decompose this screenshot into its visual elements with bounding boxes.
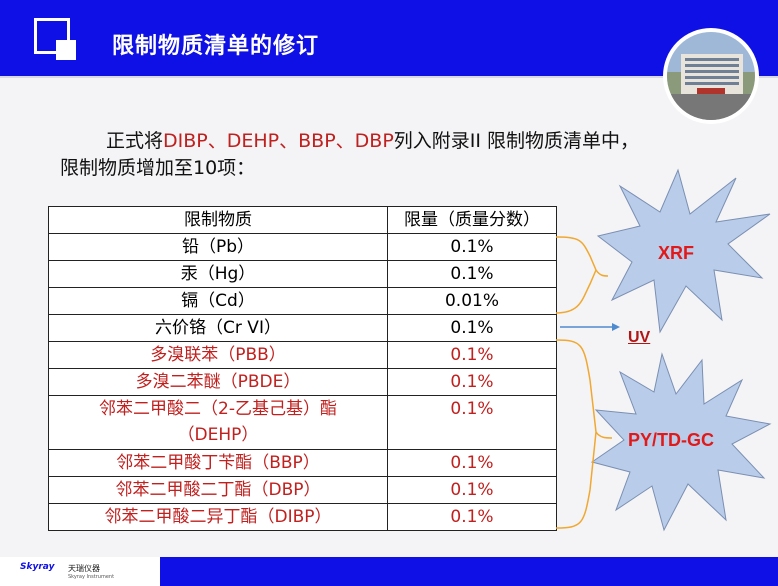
pytd-label: PY/TD-GC [628,430,715,450]
cell-substance: 铅（Pb） [48,233,388,261]
uv-arrowhead [612,323,620,331]
intro-paragraph: 正式将DIBP、DEHP、BBP、DBP列入附录II 限制物质清单中， 限制物质… [60,128,720,182]
intro-suffix: 列入附录II 限制物质清单中， [393,130,640,152]
cell-limit: 0.01% [387,287,557,315]
footer-logo-area [0,557,160,586]
pytd-bracket [555,339,613,529]
cell-limit: 0.1% [387,368,557,396]
table-row: 六价铬（Cr VI） 0.1% [48,314,557,342]
cell-limit: 0.1% [387,503,557,531]
intro-line2: 限制物质增加至10项： [60,157,256,179]
restricted-substances-table: 限制物质 限量（质量分数） 铅（Pb） 0.1% 汞（Hg） 0.1% 镉（Cd… [48,206,557,531]
header-limit: 限量（质量分数） [387,206,557,234]
logo-squares-icon [34,18,78,60]
intro-red-items: DIBP、DEHP、BBP、DBP [163,130,394,152]
cell-substance: 邻苯二甲酸丁苄酯（BBP） [48,449,388,477]
xrf-bracket [555,236,609,314]
table-row: 多溴二苯醚（PBDE） 0.1% [48,368,557,396]
header-bar [0,0,778,76]
intro-prefix: 正式将 [106,130,164,152]
cell-substance: 六价铬（Cr VI） [48,314,388,342]
xrf-label: XRF [658,243,694,263]
xrf-star-shape [596,168,771,334]
cell-limit: 0.1% [387,395,557,450]
cell-substance: 汞（Hg） [48,260,388,288]
pytd-star-shape [590,352,772,532]
brand-logo: Skyray [20,562,55,572]
page-title: 限制物质清单的修订 [112,34,320,59]
brand-cn: 天瑞仪器 [68,564,100,573]
cell-substance: 多溴二苯醚（PBDE） [48,368,388,396]
table-row: 镉（Cd） 0.01% [48,287,557,315]
cell-substance: 邻苯二甲酸二（2-乙基己基）酯（DEHP） [48,395,388,450]
header-divider [0,76,778,78]
cell-substance: 邻苯二甲酸二异丁酯（DIBP） [48,503,388,531]
building-photo [663,28,759,124]
brand-sub: Skyray Instrument [68,574,115,580]
table-row: 邻苯二甲酸丁苄酯（BBP） 0.1% [48,449,557,477]
table-header-row: 限制物质 限量（质量分数） [48,206,557,234]
table-row: 邻苯二甲酸二异丁酯（DIBP） 0.1% [48,503,557,531]
uv-label: UV [628,329,651,346]
table-row: 邻苯二甲酸二（2-乙基己基）酯（DEHP） 0.1% [48,395,557,450]
cell-substance: 镉（Cd） [48,287,388,315]
